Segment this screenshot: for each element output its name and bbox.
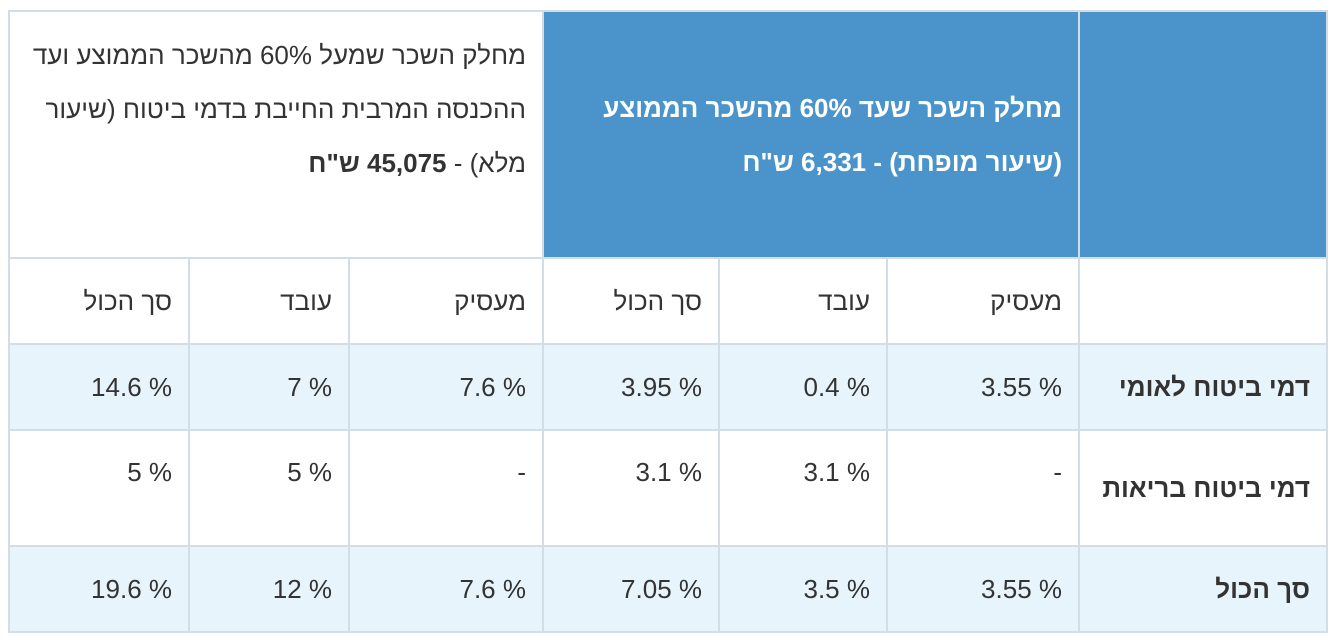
- row-label: סך הכול: [1078, 545, 1328, 633]
- value-cell: 3.55 %: [886, 545, 1080, 633]
- value-cell: 3.55 %: [886, 343, 1080, 431]
- value-cell: 19.6 %: [7, 545, 191, 633]
- value-cell: 7.6 %: [348, 545, 544, 633]
- column-header: עובד: [718, 257, 888, 345]
- column-header: עובד: [188, 257, 350, 345]
- value-cell: 5 %: [7, 429, 191, 547]
- value-cell: 3.1 %: [718, 429, 888, 547]
- data-row: דמי ביטוח לאומי 3.55 % 0.4 % 3.95 % 7.6 % 7 %…: [7, 343, 1328, 431]
- column-header: סך הכול: [7, 257, 191, 345]
- corner-cell: [1078, 10, 1328, 259]
- value-cell: 7.6 %: [348, 343, 544, 431]
- column-header: סך הכול: [542, 257, 720, 345]
- row-label: דמי ביטוח בריאות: [1078, 429, 1328, 547]
- header-row: מחלק השכר שעד 60% מהשכר הממוצע (שיעור מו…: [7, 10, 1328, 259]
- value-cell: 3.95 %: [542, 343, 720, 431]
- value-cell: -: [886, 429, 1080, 547]
- row-label: דמי ביטוח לאומי: [1078, 343, 1328, 431]
- value-cell: 7 %: [188, 343, 350, 431]
- value-cell: 12 %: [188, 545, 350, 633]
- value-cell: 7.05 %: [542, 545, 720, 633]
- value-cell: 3.1 %: [542, 429, 720, 547]
- value-cell: 3.5 %: [718, 545, 888, 633]
- value-cell: 0.4 %: [718, 343, 888, 431]
- header-reduced: מחלק השכר שעד 60% מהשכר הממוצע (שיעור מו…: [542, 10, 1080, 259]
- rates-table: מחלק השכר שעד 60% מהשכר הממוצע (שיעור מו…: [7, 10, 1328, 633]
- value-cell: 14.6 %: [7, 343, 191, 431]
- value-cell: 5 %: [188, 429, 350, 547]
- column-header: מעסיק: [886, 257, 1080, 345]
- column-row: מעסיק עובד סך הכול מעסיק עובד סך הכול: [7, 257, 1328, 345]
- empty-cell: [1078, 257, 1328, 345]
- data-row: סך הכול 3.55 % 3.5 % 7.05 % 7.6 % 12 % 19.6 %: [7, 545, 1328, 633]
- header-full-amount: 45,075 ש"ח: [308, 148, 447, 178]
- value-cell: -: [348, 429, 544, 547]
- data-row: דמי ביטוח בריאות -3.1 % 3.1 % -5 % 5 %: [7, 429, 1328, 547]
- header-full: מחלק השכר שמעל 60% מהשכר הממוצע ועד ההכנ…: [7, 10, 545, 259]
- column-header: מעסיק: [348, 257, 544, 345]
- header-full-text: מחלק השכר שמעל 60% מהשכר הממוצע ועד ההכנ…: [32, 40, 526, 178]
